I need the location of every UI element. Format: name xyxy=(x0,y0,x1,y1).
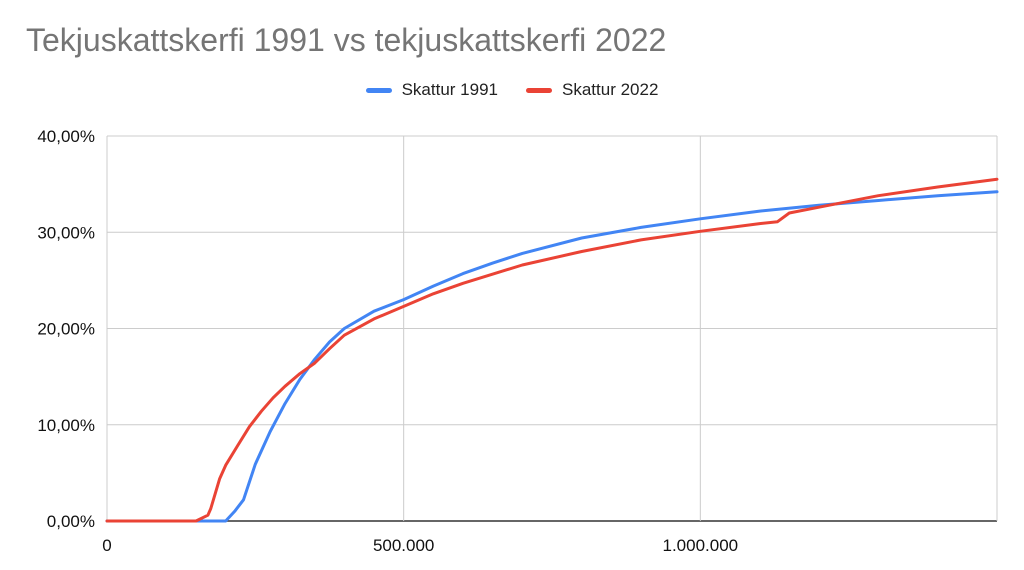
legend-item-2022[interactable]: Skattur 2022 xyxy=(526,80,658,100)
y-tick-label: 10,00% xyxy=(37,416,95,435)
x-tick-label: 500.000 xyxy=(373,536,434,555)
x-tick-label: 0 xyxy=(102,536,111,555)
y-tick-label: 0,00% xyxy=(47,512,95,531)
legend-label-2022: Skattur 2022 xyxy=(562,80,659,99)
legend-item-1991[interactable]: Skattur 1991 xyxy=(365,80,498,100)
series-line-2022 xyxy=(105,177,999,523)
legend: Skattur 1991 Skattur 2022 xyxy=(0,80,1024,100)
y-tick-label: 20,00% xyxy=(37,320,95,339)
series-line-1991 xyxy=(105,190,999,523)
legend-label-1991: Skattur 1991 xyxy=(401,80,498,99)
legend-swatch-1991 xyxy=(365,87,392,93)
y-tick-label: 40,00% xyxy=(37,127,95,146)
x-tick-label: 1.000.000 xyxy=(663,536,739,555)
legend-swatch-2022 xyxy=(526,87,552,93)
y-tick-label: 30,00% xyxy=(37,223,95,242)
chart-title: Tekjuskattskerfi 1991 vs tekjuskattskerf… xyxy=(26,22,667,58)
